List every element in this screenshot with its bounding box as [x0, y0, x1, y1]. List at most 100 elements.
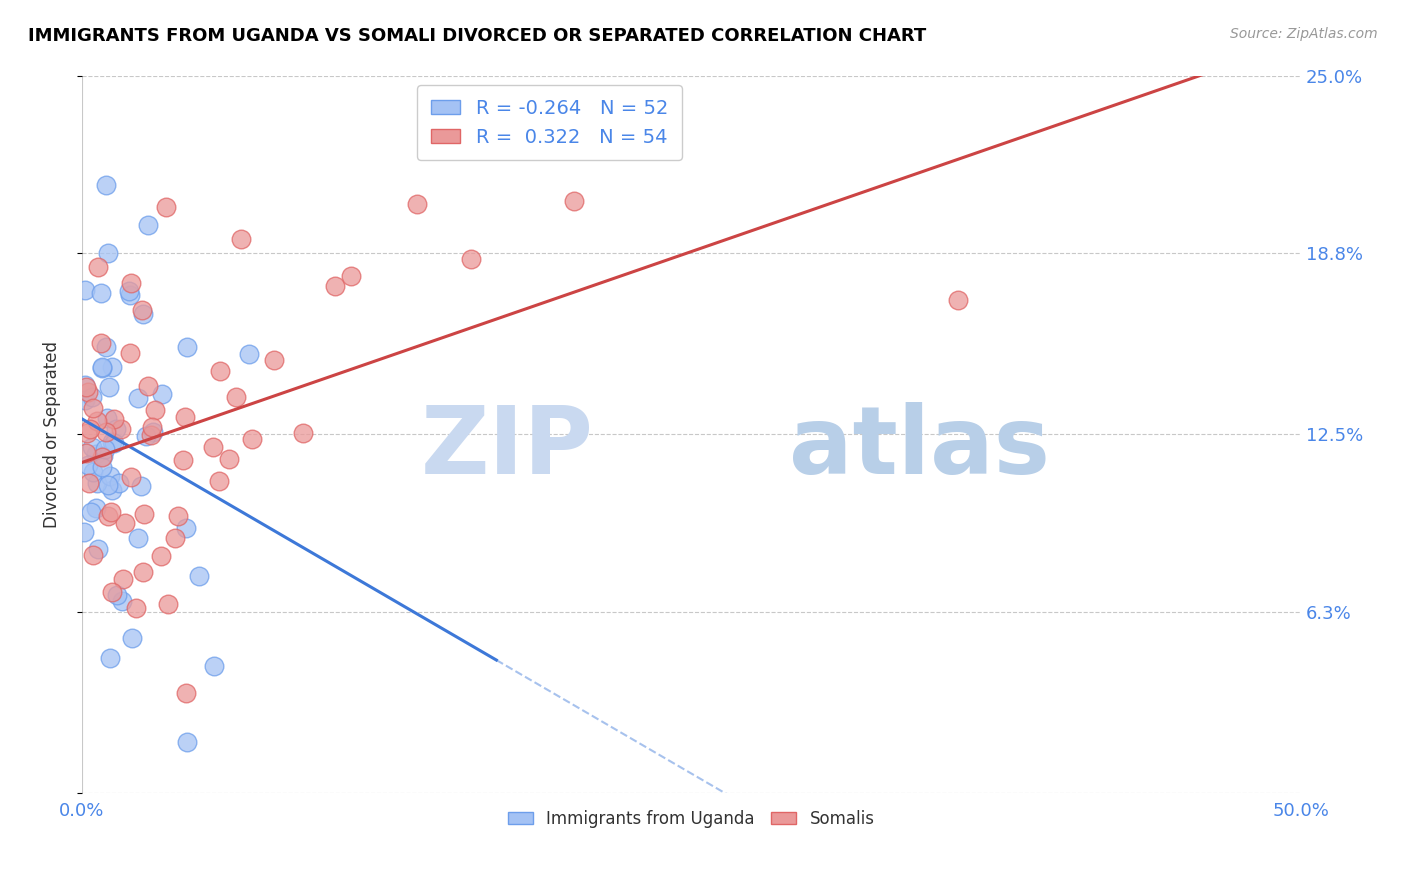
Point	[127, 531, 149, 545]
Point	[79, 506, 101, 520]
Y-axis label: Divorced or Separated: Divorced or Separated	[44, 341, 60, 527]
Point	[134, 507, 156, 521]
Point	[150, 387, 173, 401]
Point	[141, 419, 163, 434]
Point	[94, 442, 117, 456]
Point	[79, 422, 101, 436]
Text: ZIP: ZIP	[420, 402, 593, 494]
Point	[108, 475, 131, 490]
Point	[460, 252, 482, 266]
Point	[76, 426, 98, 441]
Point	[75, 392, 97, 407]
Point	[97, 478, 120, 492]
Point	[87, 541, 110, 556]
Point	[163, 531, 186, 545]
Point	[75, 380, 97, 394]
Point	[73, 284, 96, 298]
Point	[202, 659, 225, 673]
Point	[94, 178, 117, 193]
Point	[101, 483, 124, 497]
Point	[104, 422, 127, 436]
Point	[155, 201, 177, 215]
Point	[174, 409, 197, 424]
Point	[136, 379, 159, 393]
Point	[91, 460, 114, 475]
Point	[80, 390, 103, 404]
Point	[238, 347, 260, 361]
Text: Source: ZipAtlas.com: Source: ZipAtlas.com	[1230, 27, 1378, 41]
Point	[127, 391, 149, 405]
Text: atlas: atlas	[789, 402, 1050, 494]
Point	[323, 279, 346, 293]
Point	[103, 435, 125, 450]
Point	[86, 414, 108, 428]
Point	[75, 446, 97, 460]
Point	[84, 447, 107, 461]
Point	[405, 196, 427, 211]
Point	[90, 285, 112, 300]
Point	[218, 452, 240, 467]
Point	[77, 385, 100, 400]
Point	[263, 352, 285, 367]
Point	[87, 260, 110, 274]
Point	[135, 428, 157, 442]
Point	[124, 600, 146, 615]
Point	[201, 440, 224, 454]
Legend: Immigrants from Uganda, Somalis: Immigrants from Uganda, Somalis	[502, 803, 882, 835]
Point	[118, 346, 141, 360]
Point	[90, 336, 112, 351]
Point	[101, 434, 124, 449]
Point	[101, 585, 124, 599]
Point	[120, 469, 142, 483]
Point	[142, 425, 165, 439]
Point	[97, 508, 120, 523]
Point	[73, 524, 96, 539]
Point	[132, 307, 155, 321]
Point	[100, 505, 122, 519]
Point	[240, 432, 263, 446]
Point	[946, 293, 969, 307]
Point	[208, 475, 231, 489]
Point	[176, 340, 198, 354]
Point	[176, 735, 198, 749]
Point	[96, 425, 118, 439]
Point	[110, 422, 132, 436]
Point	[105, 588, 128, 602]
Point	[141, 428, 163, 442]
Point	[208, 364, 231, 378]
Point	[231, 232, 253, 246]
Point	[150, 549, 173, 563]
Point	[131, 565, 153, 579]
Point	[564, 194, 586, 209]
Point	[98, 468, 121, 483]
Point	[174, 521, 197, 535]
Point	[100, 360, 122, 375]
Point	[291, 425, 314, 440]
Point	[82, 401, 104, 416]
Point	[86, 475, 108, 490]
Point	[111, 594, 134, 608]
Point	[174, 686, 197, 700]
Point	[166, 508, 188, 523]
Point	[120, 276, 142, 290]
Point	[97, 245, 120, 260]
Point	[143, 402, 166, 417]
Point	[96, 340, 118, 354]
Point	[112, 572, 135, 586]
Point	[121, 631, 143, 645]
Point	[96, 410, 118, 425]
Point	[114, 516, 136, 530]
Point	[172, 452, 194, 467]
Point	[91, 449, 114, 463]
Point	[138, 218, 160, 232]
Point	[225, 390, 247, 404]
Point	[91, 359, 114, 374]
Point	[77, 458, 100, 472]
Point	[131, 303, 153, 318]
Point	[118, 284, 141, 298]
Point	[340, 268, 363, 283]
Point	[91, 450, 114, 465]
Point	[156, 597, 179, 611]
Point	[82, 441, 104, 455]
Text: IMMIGRANTS FROM UGANDA VS SOMALI DIVORCED OR SEPARATED CORRELATION CHART: IMMIGRANTS FROM UGANDA VS SOMALI DIVORCE…	[28, 27, 927, 45]
